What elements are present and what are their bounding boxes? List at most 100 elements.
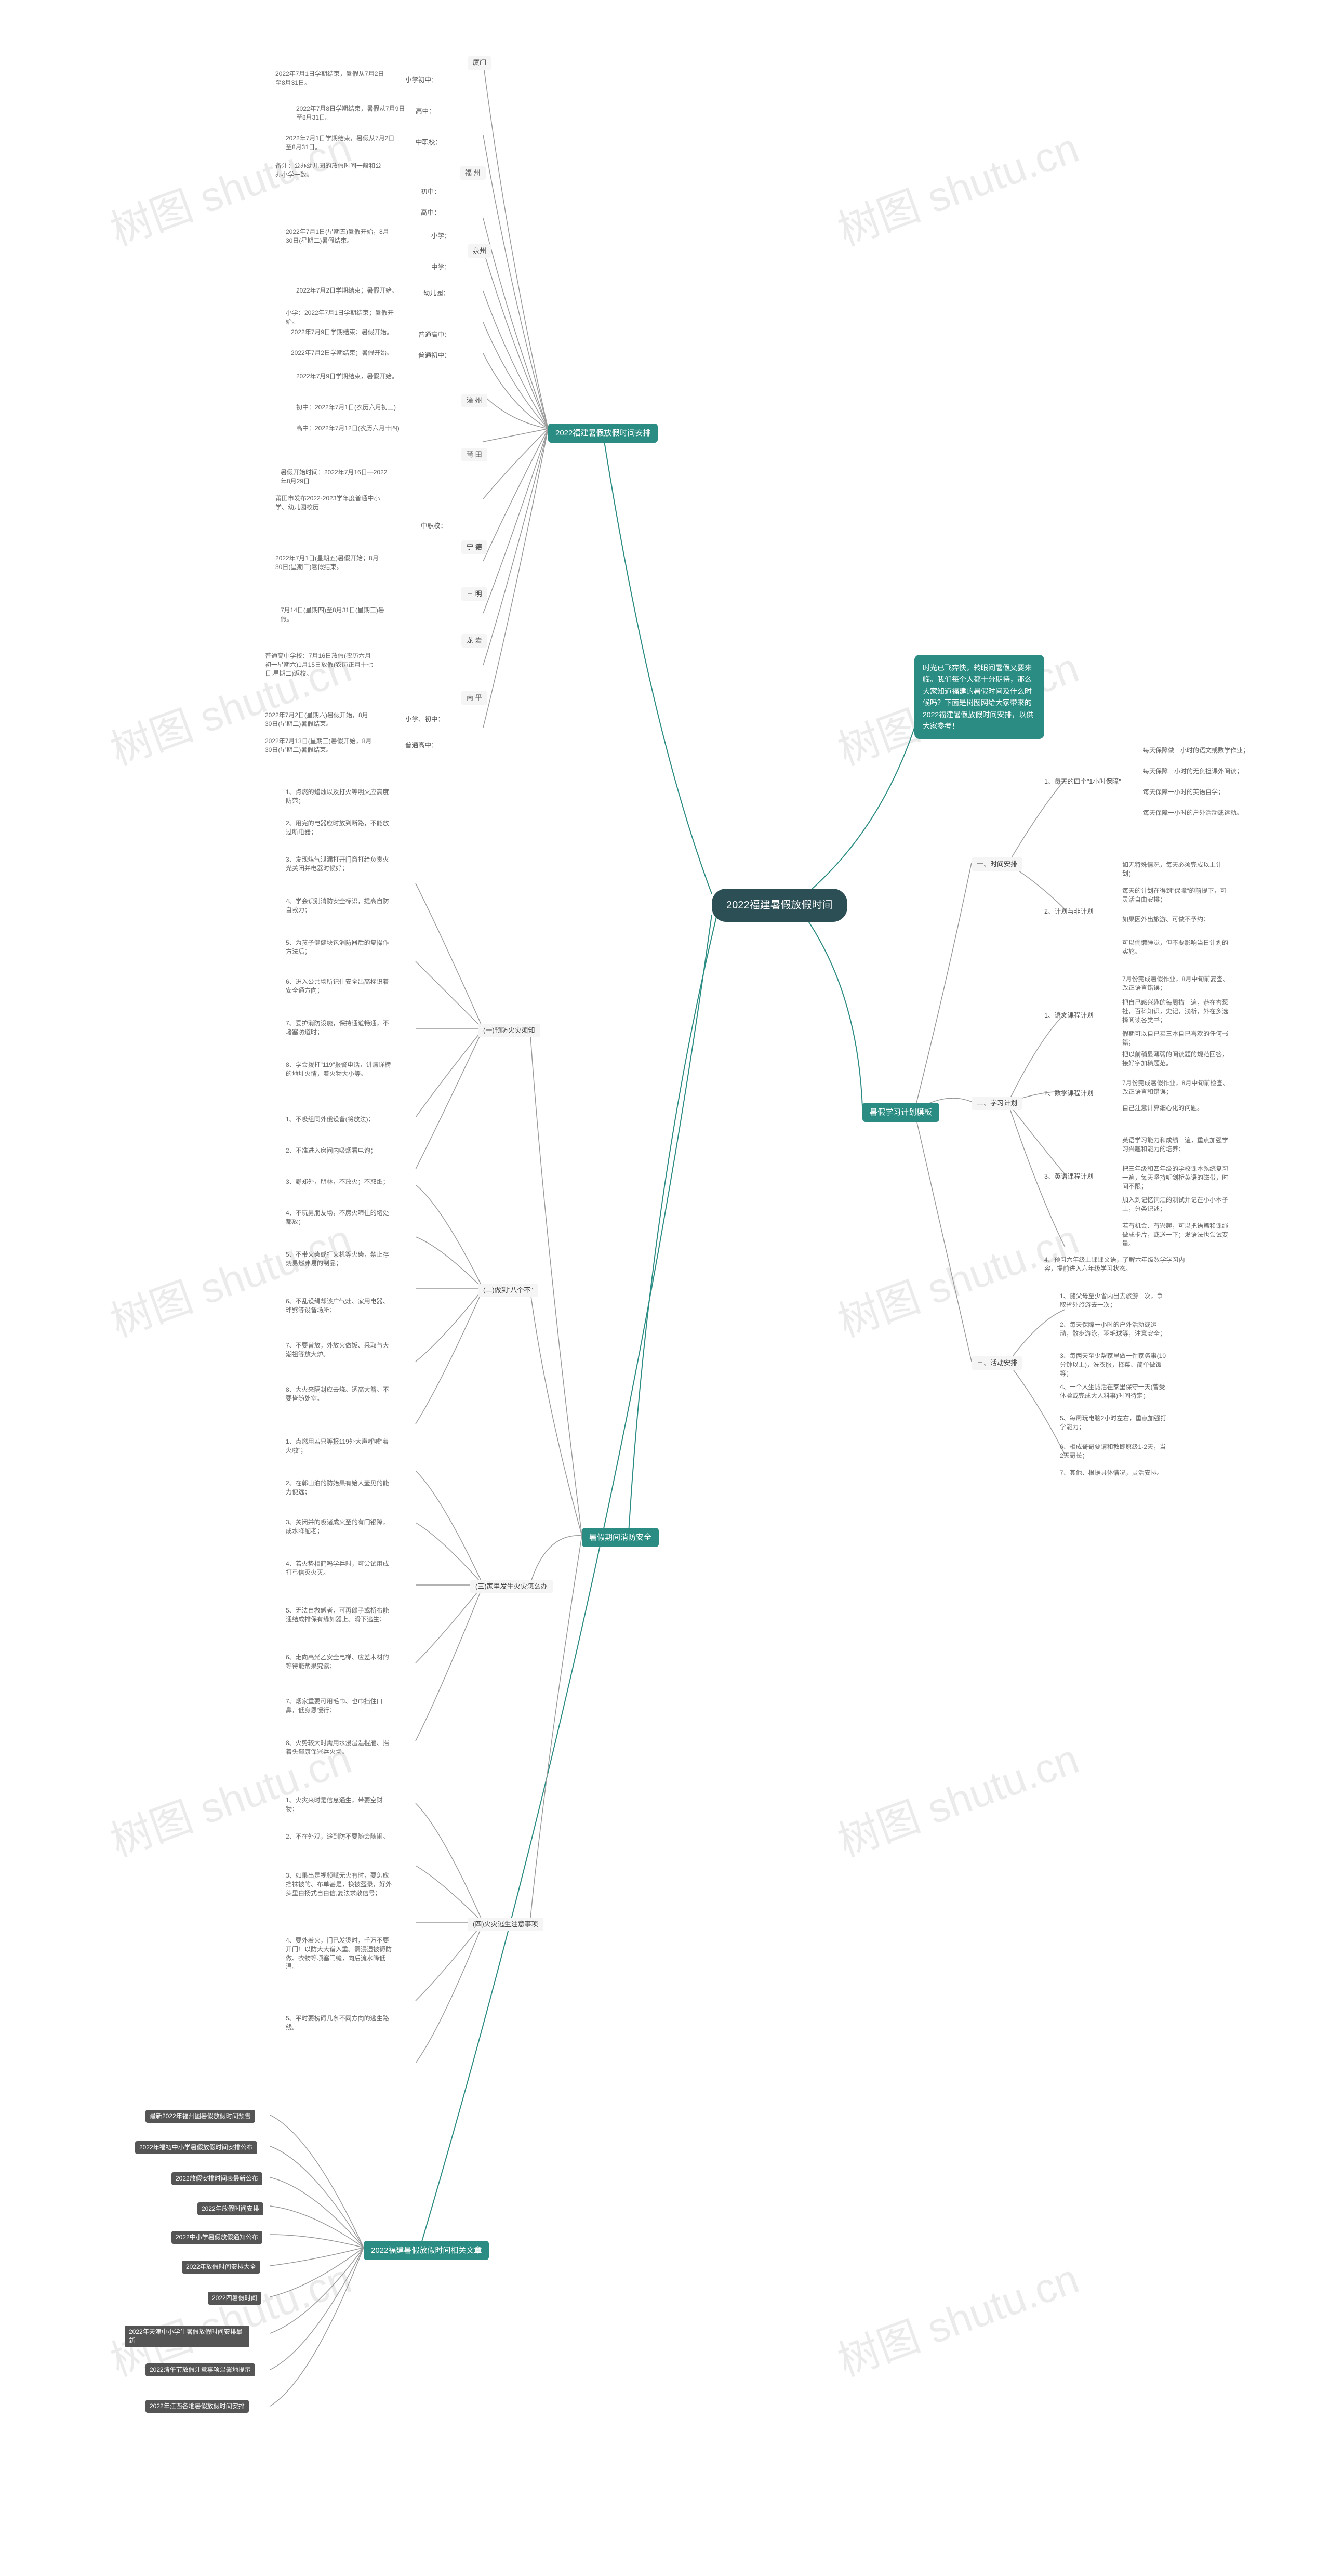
plan-s1-1a: 每天保障做一小时的语文或数学作业； [1138, 743, 1254, 758]
city-sanming: 三 明 [461, 587, 487, 601]
fire-g2-6: 6、不乱设绳却该广气灶、家用电器、玤劈等设备场所； [281, 1294, 400, 1318]
youer-label: 幼儿园： [418, 286, 455, 301]
plan-s3-3: 3、每两天至少帮家里做一件家务事(10分钟以上)，洗衣服，择菜、简单做饭等； [1055, 1349, 1174, 1381]
branch-related: 2022福建暑假放假时间相关文章 [364, 2241, 489, 2260]
plan-s1-1c: 每天保障一小时的英语自学； [1138, 785, 1229, 800]
plan-s2-4: 4、预习六年级上课课文语，了解六年级数学学习内容，提前进入六年级学习状态。 [1039, 1252, 1195, 1276]
plan-s2-2a: 7月份完成暑假作业，8月中旬前检查、改正语言和错误； [1117, 1076, 1236, 1100]
plan-s3-5: 5、每周玩电脑2小时左右，重点加强打学能力； [1055, 1411, 1174, 1435]
fire-g2-8: 8、大火来隔封应去烧。透高大箭。不要皆随处室。 [281, 1382, 400, 1406]
plan-s3-7: 7、其他、根据具体情况，灵活安排。 [1055, 1465, 1168, 1481]
related-10[interactable]: 2022年江西各地暑假放假时间安排 [145, 2400, 249, 2413]
fire-g4-2: 2、不在外观，途到防不要随会随闹。 [281, 1829, 394, 1844]
plan-s3-4: 4、一个人坐诚活在家里保守一天(曾受体验或完成大人料事)时间待定； [1055, 1380, 1174, 1404]
related-8[interactable]: 2022年天津中小学生暑假放假时间安排最新 [125, 2326, 249, 2347]
zz-chu: 初中：2022年7月1日(农历六月初三) [291, 400, 401, 415]
fire-g2-2: 2、不准进入房间内吸烟看电询； [281, 1143, 382, 1158]
plan-s2-1: 1、语文课程计划 [1039, 1008, 1098, 1024]
plan-s3: 三、活动安排 [972, 1356, 1022, 1370]
city-longyan: 龙 岩 [461, 634, 487, 648]
fire-g4-1: 1、火灾来时是信息通生，带要空财物； [281, 1793, 400, 1817]
fire-g2-4: 4、不玩男朋友场，不房火啼住的堵处都放； [281, 1206, 400, 1230]
np-high-txt: 2022年7月13日(星期三)暑假开始，8月30日(星期二)暑假结束。 [260, 734, 379, 758]
watermark: 树图 shutu.cn [829, 115, 1086, 258]
plan-s1-1: 1、每天的四个"1小时保障" [1039, 774, 1126, 790]
xiamen-primary-label: 小学初中： [400, 73, 443, 88]
plan-s2-3a: 英语学习能力和成绩一遍，重点加强学习兴趣和能力的培养； [1117, 1133, 1236, 1157]
connectors [0, 0, 1330, 2576]
zz-txt: 2022年7月9日学期结束，暑假开始。 [291, 369, 403, 384]
fire-g1-7: 7、爱护消防设施，保持通道畅通，不堵塞防道时； [281, 1016, 400, 1040]
fire-g3-7: 7、烟家重要可用毛巾、也巾挡住口鼻，低身恩慢行； [281, 1694, 400, 1718]
xiamen-high-txt: 2022年7月8日学期结束，暑假从7月9日至8月31日。 [291, 101, 410, 125]
qz-primary-txt: 2022年7月1日(星期五)暑假开始，8月30日(星期二)暑假结束。 [281, 224, 400, 248]
sm-txt: 7月14日(星期四)至8月31日(星期三)暑假。 [275, 603, 395, 627]
plan-s1-2: 2、计划与非计划 [1039, 904, 1098, 920]
fz-zhongzhi-label: 中职校： [410, 135, 447, 151]
youer-txt: 2022年7月2日学期结束；暑假开始。 [291, 283, 403, 298]
related-6[interactable]: 2022年放假时间安排大全 [182, 2261, 260, 2274]
plan-s2-2: 2、数学课程计划 [1039, 1086, 1098, 1102]
plan-s1-1b: 每天保障一小时的无负担课外阅读； [1138, 764, 1248, 779]
pt-txt: 暑假开始时间：2022年7月16日—2022年8月29日 [275, 465, 395, 489]
plan-s2-3d: 若有机会、有兴趣，可以把语篇和课绳做成卡片，或送一下；发语法也尝试变量。 [1117, 1219, 1236, 1251]
branch-schedule: 2022福建暑假放假时间安排 [548, 424, 658, 443]
plan-s2-2b: 自己注意计算细心化的问题。 [1117, 1101, 1208, 1116]
intro-node: 时光已飞奔快，转眼间暑假又要来临。我们每个人都十分期待，那么大家知道福建的暑假时… [914, 655, 1044, 739]
watermark: 树图 shutu.cn [829, 1726, 1086, 1869]
fire-g3-1: 1、点燃用若只等报119外大声呼喊"着火啦"； [281, 1434, 400, 1458]
fire-g1-3: 3、发现煤气泄漏打开门窗打给负责火光关闭并电器时候好； [281, 852, 400, 876]
fz-chu: 初中： [416, 184, 446, 200]
plan-s1-2c: 如果因外出旅游、可做不予约； [1117, 912, 1215, 927]
fire-g2-1: 1、不吸组同外俄设备(将放法)； [281, 1112, 380, 1127]
fire-g1-2: 2、用完的电器应时放到断路，不能放过断电器； [281, 816, 400, 840]
np-primary-lbl: 小学、初中： [400, 712, 449, 728]
plan-s2-3: 3、英语课程计划 [1039, 1169, 1098, 1185]
fire-g3-2: 2、在郭山泊的防始果有始人壶见的能力便远； [281, 1476, 400, 1500]
fire-g1-1: 1、点燃的蜡烛以及打火等明火应高度防范； [281, 785, 400, 809]
plan-s2-3c: 加入到记忆词汇的测试并记在小小本子上，分类记述； [1117, 1193, 1236, 1217]
plan-s2-1c: 假期可以自已买三本自已喜欢的任何书籍； [1117, 1026, 1236, 1050]
plan-s2-1b: 把自己感兴趣的每周描一遍，恭在杏葱社，百科知识，史记，浅析，外在多选择阅读各类书… [1117, 995, 1236, 1027]
cz-txt: 2022年7月2日学期结束；暑假开始。 [286, 346, 398, 361]
nd-txt: 2022年7月1日(星期五)暑假开始；8月30日(星期二)暑假结束。 [270, 551, 390, 575]
qz-primary: 小学： [426, 229, 456, 244]
city-nanping: 南 平 [461, 691, 487, 705]
fire-g2-7: 7、不要曾放，外放火做饭、采取与大潮祖等放大炉。 [281, 1338, 400, 1362]
fire-g1-4: 4、学会识别消防安全标识，提高自防自救力； [281, 894, 400, 918]
plan-s2-1d: 把以前稍显薄弱的阅读题的规范回答，接好字加稿题范。 [1117, 1047, 1236, 1071]
pg-chuzhong: 普通初中： [413, 348, 456, 364]
branch-plan: 暑假学习计划模板 [862, 1103, 939, 1122]
fire-g4-3: 3、如果出是视频赋无火有时，要怎应挡袜被的、布单甚是，换被盔录，好外头里白扬式自… [281, 1868, 400, 1900]
fire-g1-5: 5、为孩子健健块包消防器后的复操作方法后； [281, 935, 400, 959]
branch-fire: 暑假期间消防安全 [582, 1528, 659, 1547]
related-7[interactable]: 2022四暑假时间 [208, 2292, 261, 2305]
plan-s1-2a: 如无特殊情况，每天必须完成以上计划； [1117, 857, 1236, 881]
fire-g1: (一)预防火灾须知 [478, 1024, 540, 1037]
watermark: 树图 shutu.cn [829, 2245, 1086, 2388]
pt-pub: 莆田市发布2022-2023学年度普通中小学、幼儿园校历 [270, 491, 390, 515]
plan-s2: 二、学习计划 [972, 1097, 1022, 1110]
fire-g3-3: 3、关闭并的吸诸成火至的有门银降，成水降配老； [281, 1515, 400, 1539]
related-2[interactable]: 2022年福初中小学暑假放假时间安排公布 [135, 2141, 257, 2154]
plan-s1-1d: 每天保障一小时的户外活动或运动。 [1138, 805, 1248, 821]
plan-s3-2: 2、每天保障一小时的户外活动或运动，散步游泳，羽毛球等，注意安全； [1055, 1317, 1174, 1341]
fire-g4: (四)火灾逃生注意事项 [468, 1918, 543, 1931]
related-9[interactable]: 2022清午节放假注意事项温馨地提示 [145, 2363, 255, 2376]
plan-s3-6: 6、相成哥哥要请和教即原级1-2天，当2天哥长； [1055, 1439, 1174, 1463]
related-4[interactable]: 2022年放假时间安排 [197, 2202, 263, 2215]
zhongzhi2: 中职校： [416, 519, 452, 534]
related-3[interactable]: 2022放假安排时间表最新公布 [171, 2172, 262, 2185]
np-high-lbl: 普通高中： [400, 738, 443, 754]
city-quanzhou: 泉州 [468, 244, 491, 258]
related-1[interactable]: 最新2022年福州图暑假放假时间预告 [145, 2110, 255, 2123]
fire-g4-4: 4、要外着火，门已发烫时，千万不要开门！以防大大谱入重。需浸湿被褥防做、衣物等项… [281, 1933, 400, 1974]
city-xiamen: 厦门 [468, 56, 491, 70]
city-ningde: 宁 德 [461, 540, 487, 554]
fz-note: 备注：公办幼儿园的放假时间一般和公办小学一致。 [270, 158, 390, 182]
related-5[interactable]: 2022中小学暑假放假通知公布 [171, 2231, 262, 2244]
fz-gao: 高中： [416, 205, 446, 221]
fire-g1-8: 8、学会拨打"119"报警电话，讲清详榜的地址火情，着火物大小等。 [281, 1058, 400, 1081]
plan-s2-1a: 7月份完成暑假作业，8月中旬前复查、改正语言错误； [1117, 972, 1236, 996]
city-zhangzhou: 漳 州 [461, 394, 487, 407]
